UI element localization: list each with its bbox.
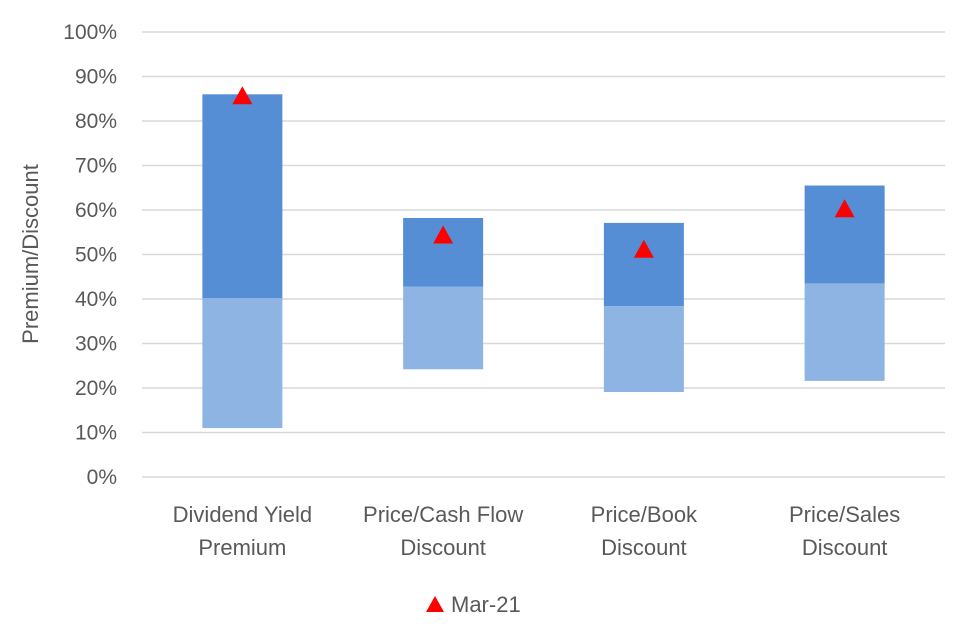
bars (202, 94, 885, 429)
y-tick-label: 30% (75, 333, 117, 356)
marker-point (232, 86, 253, 105)
x-category-label: Price/Book (591, 502, 698, 527)
x-category-label: Price/Sales (789, 502, 900, 527)
y-tick-label: 90% (75, 66, 117, 89)
y-tick-label: 100% (63, 21, 117, 44)
lower-range-bar (804, 283, 885, 381)
x-category-label: Discount (400, 535, 486, 560)
y-axis-ticks: 0% 10% 20% 30% 40% 50% 60% 70% 80% 90% 100% (63, 21, 117, 489)
x-axis-categories: Dividend Yield Premium Price/Cash Flow Disc… (173, 502, 901, 560)
upper-range-bar (202, 94, 283, 299)
y-tick-label: 40% (75, 288, 117, 311)
lower-range-bar (403, 286, 484, 370)
upper-range-bar (603, 222, 684, 307)
legend-label: Mar-21 (451, 592, 521, 617)
marker-point (433, 225, 454, 244)
x-category-label: Price/Cash Flow (363, 502, 523, 527)
x-category-label: Premium (198, 535, 286, 560)
y-tick-label: 50% (75, 244, 117, 267)
lower-range-bar (202, 298, 283, 429)
marker-point (834, 199, 855, 218)
y-tick-label: 70% (75, 155, 117, 178)
x-category-label: Discount (601, 535, 687, 560)
y-tick-label: 20% (75, 377, 117, 400)
marker-point (633, 239, 654, 258)
y-tick-label: 10% (75, 422, 117, 445)
markers (232, 86, 855, 258)
y-axis-label: Premium/Discount (18, 164, 43, 344)
legend: Mar-21 (426, 592, 521, 617)
triangle-icon (426, 596, 444, 612)
x-category-label: Dividend Yield (173, 502, 312, 527)
y-tick-label: 0% (87, 466, 117, 489)
y-tick-label: 60% (75, 199, 117, 222)
lower-range-bar (603, 306, 684, 393)
y-tick-label: 80% (75, 110, 117, 133)
x-category-label: Discount (802, 535, 888, 560)
